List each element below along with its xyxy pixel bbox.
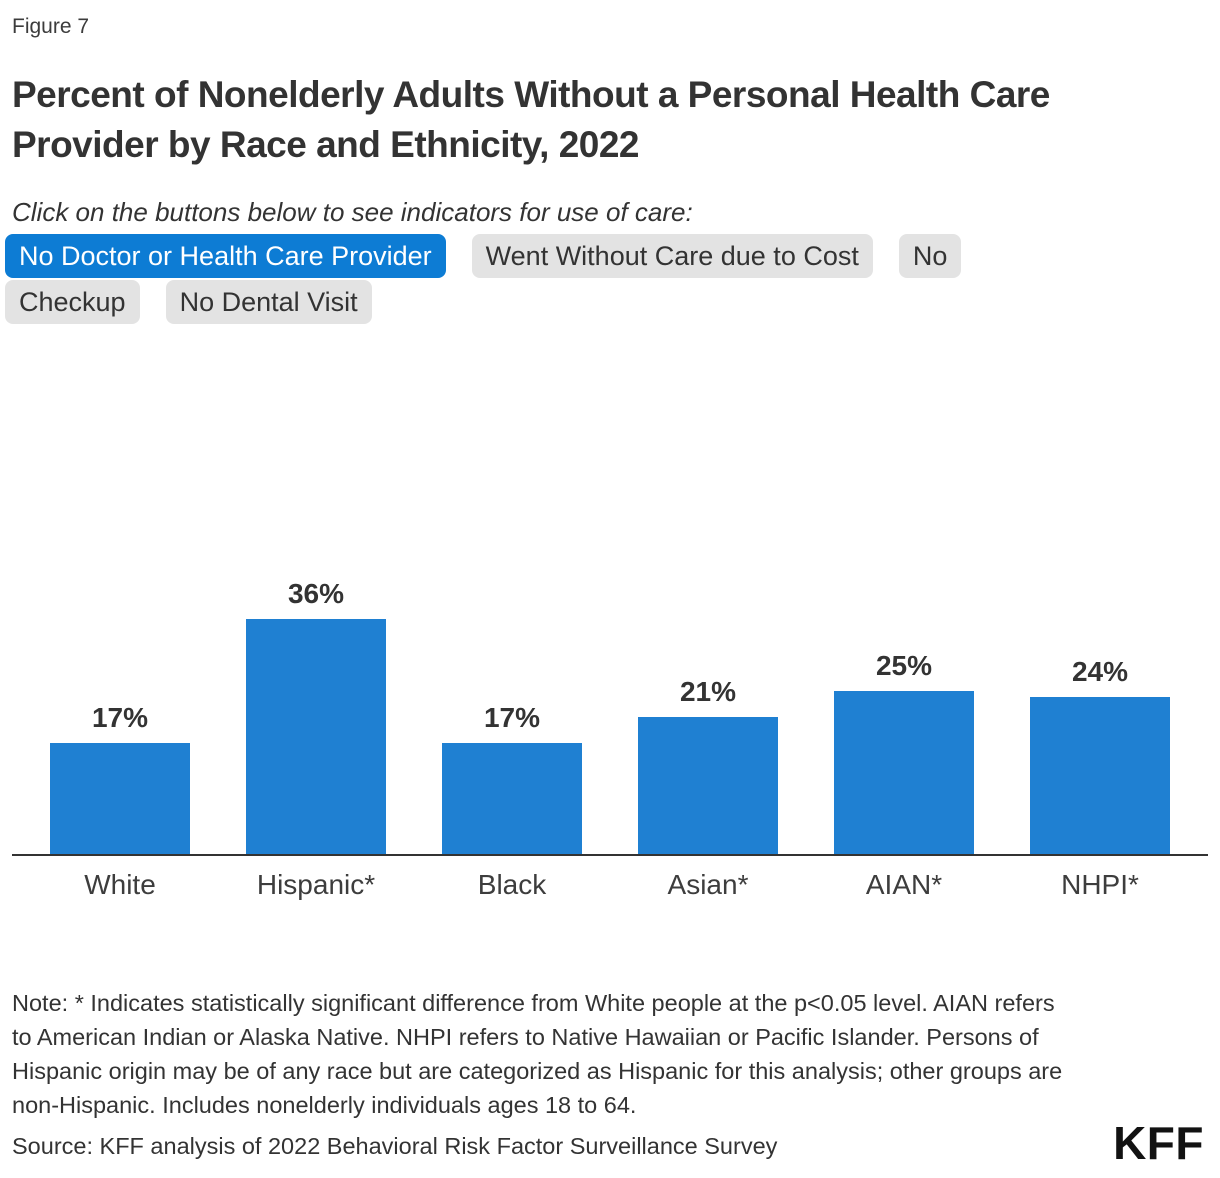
x-axis-label-asian: Asian* <box>667 869 749 900</box>
bar-aian <box>834 691 974 854</box>
bar-column-hispanic: 36% <box>218 578 414 854</box>
x-axis-label-nhpi: NHPI* <box>1061 869 1139 900</box>
note-text: Note: * Indicates statistically signific… <box>12 990 1063 1118</box>
x-axis-labels: White Hispanic* Black Asian* AIAN* NHPI* <box>12 856 1208 902</box>
bar-column-nhpi: 24% <box>1002 656 1198 854</box>
bar-value-label: 17% <box>483 702 541 733</box>
bar-value-label: 25% <box>875 650 933 681</box>
bar-white <box>50 743 190 854</box>
chart-plot-area: 17% 36% 17% 21% 25% 24% <box>12 554 1208 856</box>
x-axis-label-aian: AIAN* <box>865 869 943 900</box>
x-axis-label-hispanic: Hispanic* <box>256 869 376 900</box>
filter-button-row-1: No Doctor or Health Care Provider Went W… <box>5 234 1208 278</box>
bar-nhpi <box>1030 697 1170 854</box>
filter-button-no-dental-visit[interactable]: No Dental Visit <box>165 280 372 324</box>
filter-button-group: No Doctor or Health Care Provider Went W… <box>5 234 1208 324</box>
instruction-text: Click on the buttons below to see indica… <box>12 197 693 227</box>
bar-value-label: 36% <box>287 578 345 609</box>
bar-column-black: 17% <box>414 702 610 854</box>
bar-value-label: 24% <box>1071 656 1129 687</box>
filter-button-no-checkup-part-1[interactable]: No <box>898 234 962 278</box>
bar-chart: 17% 36% 17% 21% 25% 24% <box>12 554 1208 902</box>
bar-value-label: 17% <box>91 702 149 733</box>
x-axis-label-black: Black <box>477 869 547 900</box>
bar-column-aian: 25% <box>806 650 1002 854</box>
page-title: Percent of Nonelderly Adults Without a P… <box>12 74 1050 165</box>
bar-value-label: 21% <box>679 676 737 707</box>
filter-button-went-without-care[interactable]: Went Without Care due to Cost <box>471 234 873 278</box>
filter-button-no-checkup-part-2[interactable]: Checkup <box>5 280 140 324</box>
x-axis-label-white: White <box>84 869 156 900</box>
filter-button-row-2: Checkup No Dental Visit <box>5 280 1208 324</box>
bar-hispanic <box>246 619 386 854</box>
bar-black <box>442 743 582 854</box>
bar-column-white: 17% <box>22 702 218 854</box>
bar-asian <box>638 717 778 854</box>
kff-logo: KFF <box>1113 1117 1204 1169</box>
figure-label: Figure 7 <box>12 15 90 38</box>
bar-column-asian: 21% <box>610 676 806 854</box>
filter-button-no-doctor-or-provider[interactable]: No Doctor or Health Care Provider <box>5 234 446 278</box>
source-text: Source: KFF analysis of 2022 Behavioral … <box>12 1133 778 1159</box>
